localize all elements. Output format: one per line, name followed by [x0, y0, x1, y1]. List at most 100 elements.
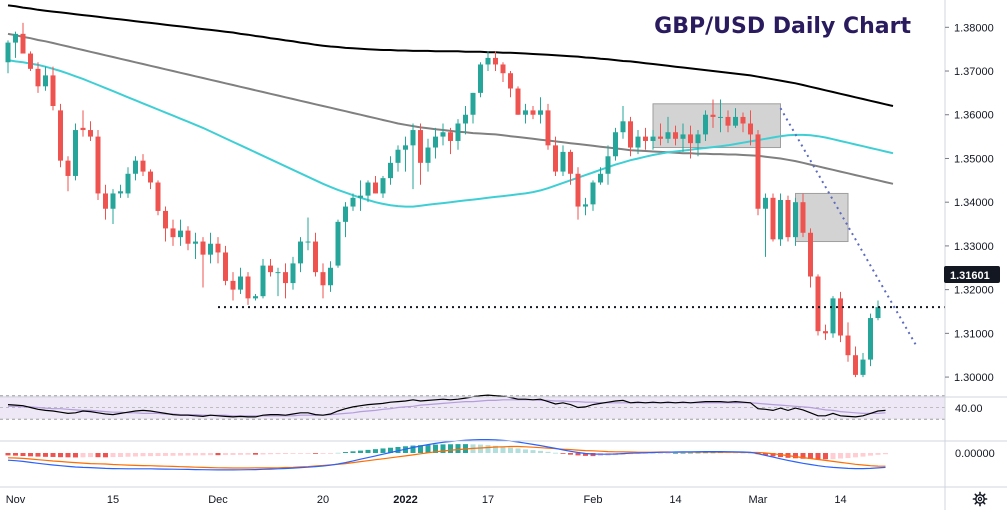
candle: [485, 51, 491, 72]
candle: [5, 40, 11, 74]
candle: [605, 145, 611, 185]
macd-histogram-bar: [80, 453, 86, 458]
candle-body: [695, 134, 701, 144]
macd-histogram-bar: [845, 453, 851, 459]
candle-body: [320, 272, 326, 286]
candle-body: [5, 42, 11, 63]
macd-histogram-bar: [530, 450, 536, 453]
candle: [710, 99, 716, 128]
candle-body: [290, 263, 296, 284]
macd-line: [7, 439, 886, 471]
candle: [590, 180, 596, 211]
candle-body: [103, 193, 108, 209]
candle-body: [568, 151, 573, 174]
macd-histogram-bar: [583, 453, 588, 456]
time-tick-label: Mar: [749, 494, 768, 506]
macd-histogram-bar: [425, 444, 431, 453]
candle: [808, 228, 813, 288]
macd-histogram-bar: [440, 444, 446, 453]
macd-histogram-bar: [823, 453, 828, 460]
macd-histogram-bar: [793, 453, 798, 459]
macd-histogram-bar: [5, 453, 11, 456]
price-tick-label: 1.33000: [954, 241, 994, 253]
candle-body: [373, 182, 378, 194]
candle-body: [28, 53, 33, 69]
candle-body: [823, 331, 828, 334]
macd-histogram-bar: [170, 453, 176, 456]
candle-body: [853, 355, 858, 375]
macd-histogram-bar: [320, 453, 326, 454]
candle: [860, 353, 866, 378]
candle: [530, 106, 536, 120]
macd-histogram-bar: [245, 453, 251, 455]
candle: [680, 123, 686, 152]
candle-body: [313, 241, 318, 273]
candle-body: [20, 33, 26, 54]
candle: [755, 130, 761, 216]
candle: [440, 123, 446, 146]
time-tick-label: Dec: [208, 494, 228, 506]
candlestick-layer: [5, 22, 881, 378]
candle: [395, 145, 401, 172]
candle-body: [178, 230, 183, 238]
time-tick-label: Nov: [6, 494, 26, 506]
macd-histogram-bar: [545, 451, 551, 453]
candle-body: [868, 318, 873, 360]
candle-body: [785, 200, 791, 238]
candle: [673, 125, 678, 146]
candle: [260, 259, 266, 299]
macd-histogram-bar: [328, 453, 333, 454]
candle: [50, 66, 56, 111]
candle: [493, 51, 498, 72]
candle-body: [223, 252, 228, 281]
candle-body: [388, 162, 393, 179]
macd-histogram-bar: [650, 453, 656, 454]
candle-body: [725, 116, 731, 126]
candle-body: [838, 298, 843, 336]
macd-histogram-bar: [538, 450, 543, 453]
candle-body: [733, 116, 738, 126]
macd-histogram-bar: [28, 453, 33, 457]
candle: [568, 149, 573, 185]
candle: [778, 193, 783, 246]
candle-body: [815, 276, 821, 332]
candle-body: [800, 202, 806, 233]
macd-histogram-bar: [335, 452, 341, 454]
candle-body: [613, 132, 618, 157]
candle-body: [763, 197, 768, 209]
candle-body: [350, 197, 356, 207]
gear-icon[interactable]: [972, 491, 988, 507]
candle-body: [163, 210, 168, 229]
macd-histogram-bar: [575, 453, 581, 456]
candle-body: [598, 173, 603, 183]
candle: [80, 110, 86, 137]
ma-50-line: [7, 59, 894, 208]
candle-body: [530, 110, 536, 115]
price-tick-label: 1.38000: [954, 22, 994, 34]
candle-body: [343, 206, 348, 222]
macd-histogram-bar: [208, 453, 213, 456]
candle-body: [500, 64, 506, 74]
candle: [845, 322, 851, 362]
candle-body: [650, 136, 656, 141]
candle: [553, 136, 558, 176]
macd-histogram-bar: [268, 453, 273, 455]
candle: [718, 99, 723, 133]
candle: [620, 106, 626, 139]
macd-histogram-bar: [275, 453, 281, 455]
candle-body: [208, 243, 213, 255]
candle: [868, 313, 873, 367]
candle: [815, 274, 821, 336]
macd-histogram-bar: [883, 453, 888, 455]
macd-histogram-bar: [493, 445, 498, 453]
candle: [538, 97, 543, 124]
candle: [703, 110, 708, 141]
candle: [238, 267, 243, 294]
candle: [200, 237, 206, 288]
candle: [628, 116, 633, 157]
macd-histogram-bar: [515, 448, 521, 453]
candle: [650, 130, 656, 150]
